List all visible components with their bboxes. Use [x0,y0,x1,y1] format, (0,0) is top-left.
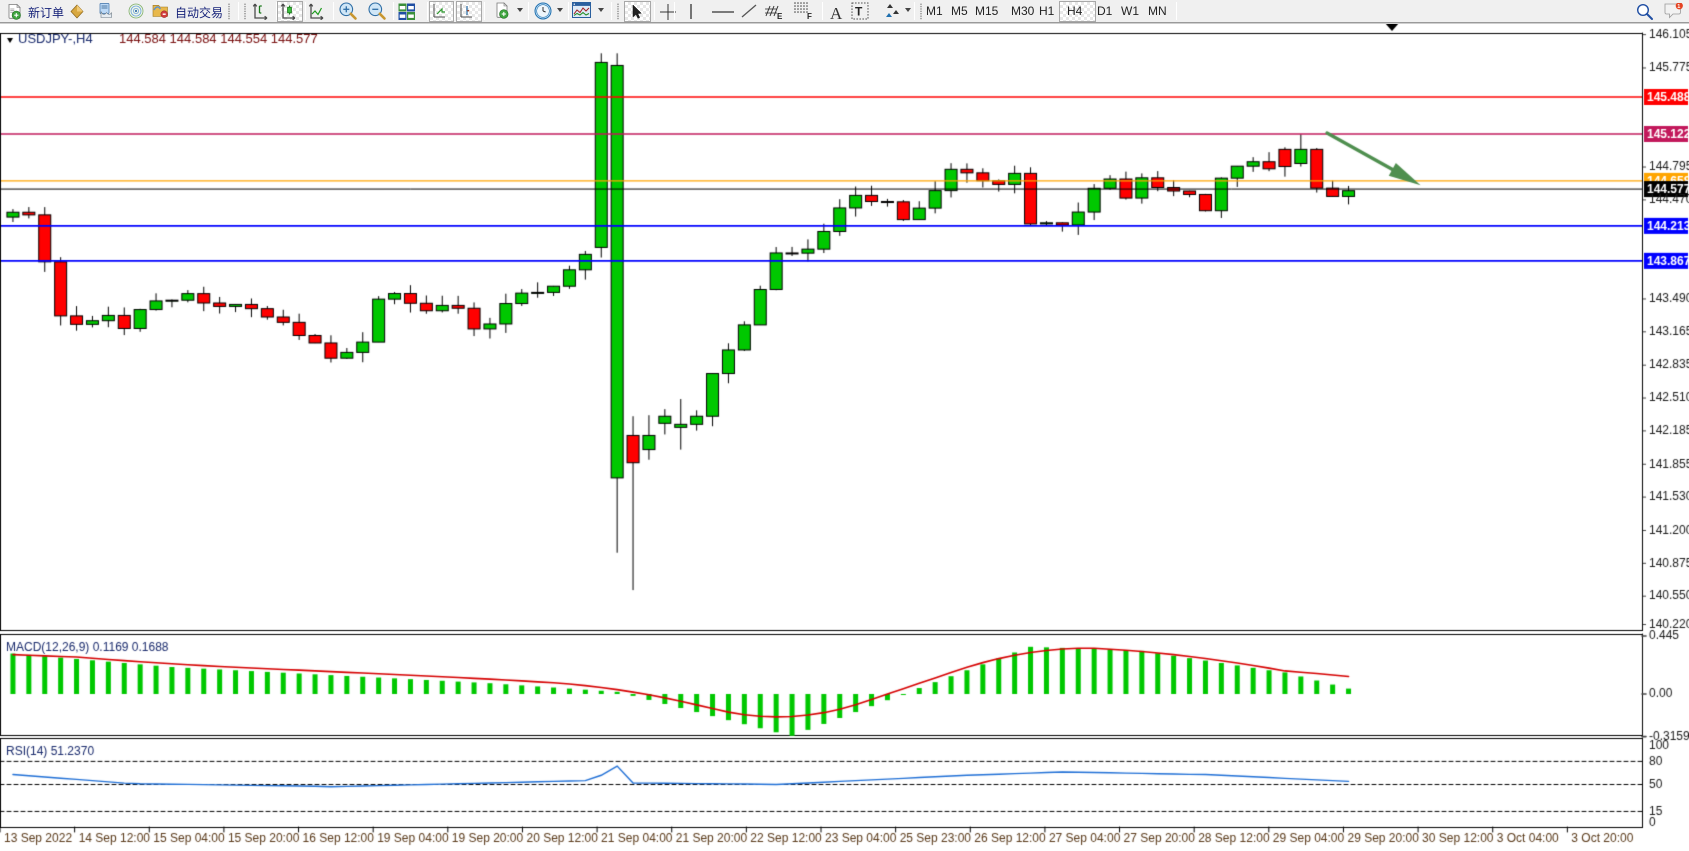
svg-text:E: E [777,12,783,20]
svg-text:F: F [807,12,812,20]
svg-text:1: 1 [1677,4,1680,10]
svg-text:T: T [855,5,863,19]
